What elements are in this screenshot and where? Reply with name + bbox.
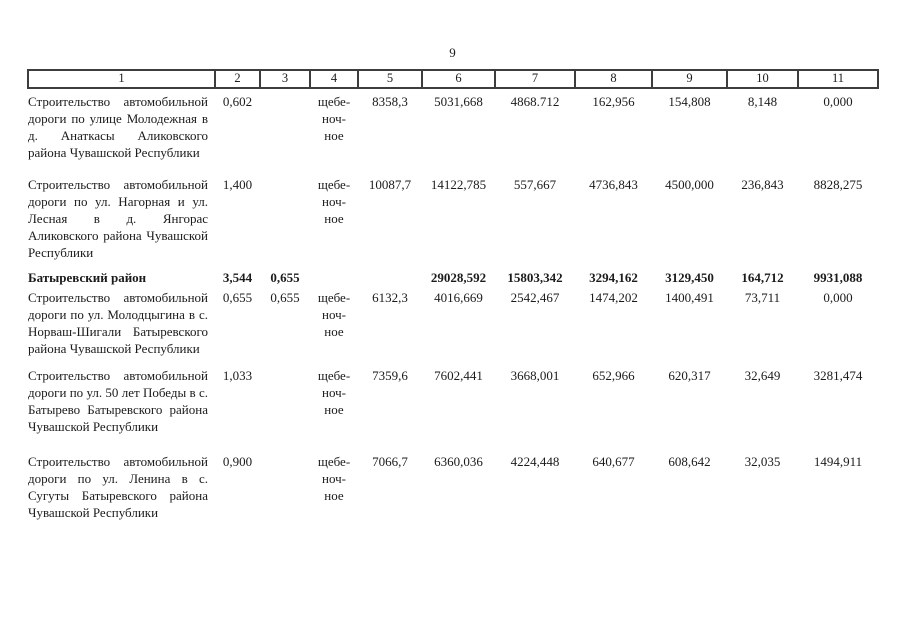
project-name-cell: Строительство автомобильной дороги по ул… <box>28 94 208 160</box>
cell-col10: 73,711 <box>744 290 781 305</box>
cell-col11: 1494,911 <box>813 454 863 469</box>
cell-col9: 154,808 <box>668 94 711 109</box>
cell-col10: 236,843 <box>741 177 784 192</box>
cell-col6: 4016,669 <box>434 290 483 305</box>
column-header-1: 1 <box>27 69 216 89</box>
column-header-7: 7 <box>494 69 576 89</box>
column-header-5: 5 <box>357 69 423 89</box>
cell-col11: 0,000 <box>823 290 853 305</box>
cell-col2: 0,900 <box>222 454 253 469</box>
cell-col5: 7066,7 <box>372 454 408 469</box>
table-row: Строительство автомобильной дороги по ул… <box>28 367 878 453</box>
cell-col8: 640,677 <box>592 454 635 469</box>
cell-col3: 0,655 <box>270 290 300 305</box>
cell-col3: 0,655 <box>270 270 300 285</box>
cell-col3 <box>260 453 310 521</box>
surface-type-cell: щебе- ноч- ное <box>317 177 351 226</box>
cell-col7: 3668,001 <box>510 368 560 383</box>
cell-col7: 15803,342 <box>507 270 563 285</box>
surface-type-cell: щебе- ноч- ное <box>317 454 351 503</box>
cell-col7: 2542,467 <box>510 290 560 305</box>
road-projects-table: 1 2 3 4 5 6 7 8 9 10 11 Строительство ав… <box>27 69 879 521</box>
cell-col11: 3281,474 <box>813 368 863 383</box>
table-header-row: 1 2 3 4 5 6 7 8 9 10 11 <box>27 69 879 89</box>
cell-col5: 10087,7 <box>368 177 412 192</box>
cell-col7: 4868.712 <box>510 94 560 109</box>
column-header-11: 11 <box>797 69 879 89</box>
table-row: Строительство автомобильной дороги по ул… <box>28 453 878 521</box>
cell-col7: 4224,448 <box>510 454 560 469</box>
project-name-cell: Строительство автомобильной дороги по ул… <box>28 368 208 434</box>
cell-col8: 652,966 <box>592 368 635 383</box>
surface-type-cell <box>310 269 358 289</box>
cell-col2: 0,602 <box>222 94 253 109</box>
cell-col11: 0,000 <box>823 94 853 109</box>
column-header-10: 10 <box>726 69 799 89</box>
column-header-6: 6 <box>421 69 496 89</box>
cell-col8: 162,956 <box>592 94 635 109</box>
column-header-9: 9 <box>651 69 728 89</box>
cell-col11: 9931,088 <box>813 270 863 285</box>
cell-col10: 32,649 <box>744 368 781 383</box>
table-row: Строительство автомобильной дороги по ул… <box>28 176 878 269</box>
surface-type-cell: щебе- ноч- ное <box>317 290 351 339</box>
cell-col9: 4500,000 <box>665 177 714 192</box>
cell-col8: 4736,843 <box>589 177 638 192</box>
cell-col6: 5031,668 <box>434 94 483 109</box>
column-header-2: 2 <box>214 69 261 89</box>
cell-col9: 3129,450 <box>665 270 714 285</box>
cell-col5: 8358,3 <box>372 94 408 109</box>
cell-col6: 29028,592 <box>430 270 487 285</box>
cell-col10: 8,148 <box>747 94 778 109</box>
page-number: 9 <box>449 45 456 60</box>
cell-col8: 3294,162 <box>589 270 638 285</box>
cell-col3 <box>260 88 310 176</box>
table-row: Строительство автомобильной дороги по ул… <box>28 289 878 367</box>
cell-col5: 6132,3 <box>372 290 408 305</box>
cell-col5 <box>358 269 422 289</box>
column-header-8: 8 <box>574 69 653 89</box>
surface-type-cell: щебе- ноч- ное <box>317 94 351 143</box>
cell-col6: 7602,441 <box>434 368 483 383</box>
cell-col2: 3,544 <box>222 270 253 285</box>
cell-col2: 1,033 <box>222 368 253 383</box>
cell-col10: 32,035 <box>744 454 781 469</box>
cell-col6: 14122,785 <box>430 177 487 192</box>
cell-col3 <box>260 176 310 269</box>
project-name-cell: Строительство автомобильной дороги по ул… <box>28 177 208 260</box>
cell-col11: 8828,275 <box>813 177 863 192</box>
cell-col7: 557,667 <box>513 177 557 192</box>
project-name-cell: Строительство автомобильной дороги по ул… <box>28 290 208 356</box>
cell-col2: 1,400 <box>222 177 253 192</box>
cell-col9: 1400,491 <box>665 290 714 305</box>
cell-col9: 620,317 <box>668 368 711 383</box>
cell-col3 <box>260 367 310 453</box>
district-summary-row: Батыревский район 3,544 0,655 29028,592 … <box>28 269 878 289</box>
column-header-4: 4 <box>309 69 359 89</box>
project-name-cell: Строительство автомобильной дороги по ул… <box>28 454 208 520</box>
cell-col10: 164,712 <box>741 270 784 285</box>
column-header-3: 3 <box>259 69 311 89</box>
cell-col8: 1474,202 <box>589 290 638 305</box>
cell-col2: 0,655 <box>222 290 253 305</box>
cell-col9: 608,642 <box>668 454 711 469</box>
district-name-cell: Батыревский район <box>28 270 147 285</box>
cell-col6: 6360,036 <box>434 454 483 469</box>
table-row: Строительство автомобильной дороги по ул… <box>28 88 878 176</box>
cell-col5: 7359,6 <box>372 368 408 383</box>
surface-type-cell: щебе- ноч- ное <box>317 368 351 417</box>
